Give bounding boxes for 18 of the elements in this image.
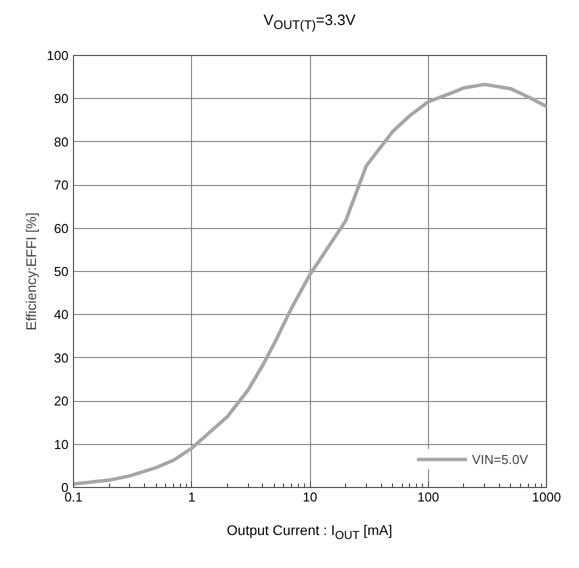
legend-label: VIN=5.0V [472,452,528,466]
x-tick-label: 10 [302,490,318,504]
y-tick-label: 100 [46,48,69,63]
y-tick-label: 80 [54,134,69,150]
y-tick-label: 30 [54,350,69,366]
y-tick-label: 60 [54,220,69,236]
x-tick-label: 1000 [532,490,561,504]
y-tick-label: 40 [54,307,69,322]
x-tick-label: 100 [417,490,440,504]
y-tick-label: 50 [54,264,69,279]
x-tick-label: 1 [188,490,196,504]
y-tick-label: 70 [54,178,69,193]
y-axis-title: Efficiency:EFFI [%] [22,212,39,330]
chart-title: V$_{OUT(T)}$=3.3V [264,11,356,34]
y-tick-label: 20 [54,394,69,409]
y-tick-label: 10 [54,436,69,452]
x-axis-title: Output Current : I$_{OUT}$ [mA] [226,521,392,544]
y-tick-label: 90 [54,91,69,106]
